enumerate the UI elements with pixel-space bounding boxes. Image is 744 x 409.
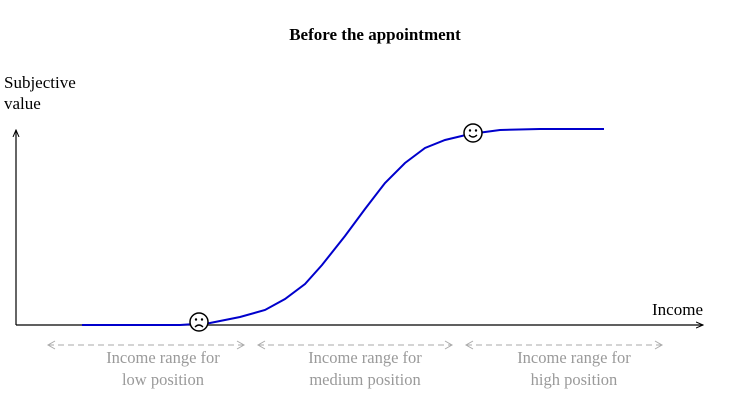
value-curve	[82, 128, 604, 326]
range-label: high position	[531, 370, 618, 389]
range-label: medium position	[309, 370, 420, 389]
range-label: Income range for	[517, 348, 631, 367]
range-label: Income range for	[308, 348, 422, 367]
range-label: Income range for	[106, 348, 220, 367]
sad-face	[189, 312, 209, 332]
range-label: low position	[122, 370, 204, 389]
y-axis-label: Subjective	[4, 73, 76, 92]
x-axis-label: Income	[652, 300, 703, 319]
y-axis-label: value	[4, 94, 41, 113]
happy-face	[463, 123, 483, 143]
title: Before the appointment	[289, 25, 461, 44]
